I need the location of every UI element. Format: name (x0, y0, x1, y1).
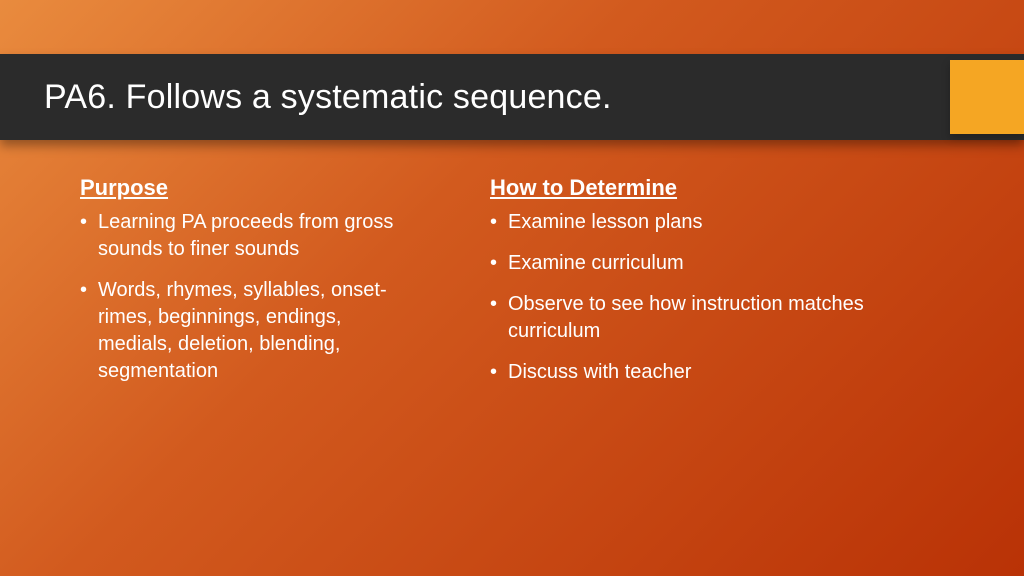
list-item: Observe to see how instruction matches c… (490, 291, 940, 345)
list-item: Examine curriculum (490, 250, 940, 277)
list-item: Discuss with teacher (490, 359, 940, 386)
slide-title: PA6. Follows a systematic sequence. (0, 78, 612, 117)
column-how-to-determine: How to Determine Examine lesson plans Ex… (440, 175, 980, 400)
title-bar: PA6. Follows a systematic sequence. (0, 54, 1024, 140)
list-item: Learning PA proceeds from gross sounds t… (80, 209, 420, 263)
column-purpose: Purpose Learning PA proceeds from gross … (0, 175, 440, 400)
purpose-list: Learning PA proceeds from gross sounds t… (80, 209, 420, 385)
list-item: Words, rhymes, syllables, onset-rimes, b… (80, 277, 420, 385)
determine-list: Examine lesson plans Examine curriculum … (490, 209, 940, 386)
accent-block (950, 60, 1024, 134)
list-item: Examine lesson plans (490, 209, 940, 236)
purpose-heading: Purpose (80, 175, 420, 201)
content-area: Purpose Learning PA proceeds from gross … (0, 175, 1024, 400)
determine-heading: How to Determine (490, 175, 940, 201)
